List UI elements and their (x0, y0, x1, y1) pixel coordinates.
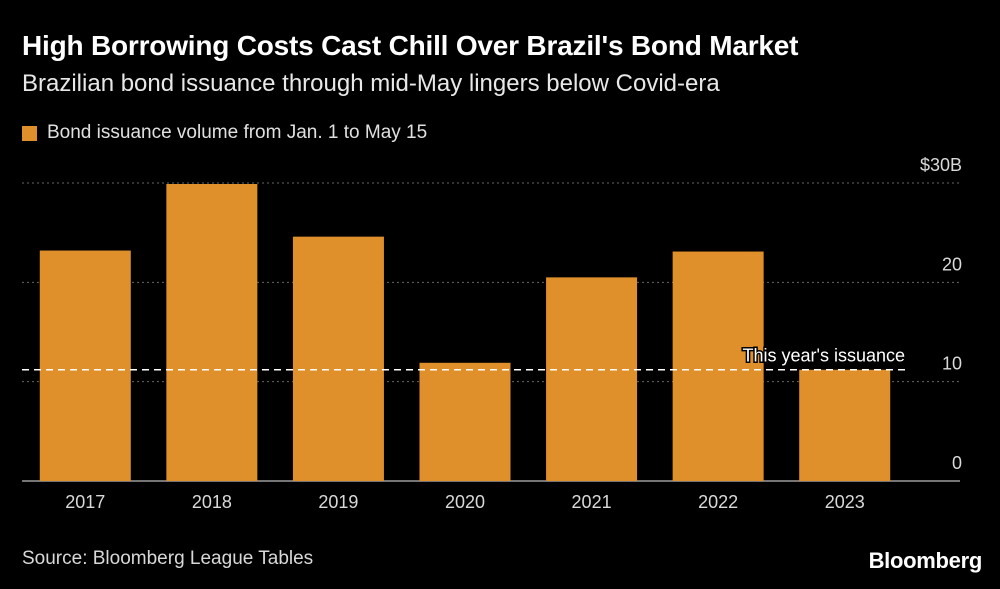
chart-subtitle: Brazilian bond issuance through mid-May … (22, 70, 720, 97)
y-tick-label-0: 0 (952, 453, 962, 473)
y-tick-label-20: 20 (942, 254, 962, 274)
reference-line-label: This year's issuance (742, 346, 905, 366)
bar-2022 (672, 251, 764, 481)
legend-swatch (22, 125, 37, 141)
x-tick-label-2023: 2023 (825, 492, 865, 512)
brand-logo: Bloomberg (868, 548, 983, 573)
y-tick-label-30: $30B (920, 155, 962, 175)
x-tick-label-2019: 2019 (318, 492, 358, 512)
source-note: Source: Bloomberg League Tables (22, 548, 314, 569)
bar-2017 (39, 250, 131, 481)
bar-2018 (166, 183, 258, 481)
bar-2019 (292, 236, 384, 481)
bar-2021 (546, 277, 638, 481)
x-tick-label-2018: 2018 (192, 492, 232, 512)
chart-title: High Borrowing Costs Cast Chill Over Bra… (22, 30, 799, 61)
legend-label: Bond issuance volume from Jan. 1 to May … (47, 122, 428, 143)
x-tick-label-2022: 2022 (698, 492, 738, 512)
legend: Bond issuance volume from Jan. 1 to May … (22, 122, 427, 144)
x-tick-label-2017: 2017 (65, 492, 105, 512)
bar-2020 (419, 362, 511, 481)
y-tick-label-10: 10 (942, 354, 962, 374)
x-tick-label-2020: 2020 (445, 492, 485, 512)
x-tick-label-2021: 2021 (572, 492, 612, 512)
bar-2023 (799, 369, 891, 481)
